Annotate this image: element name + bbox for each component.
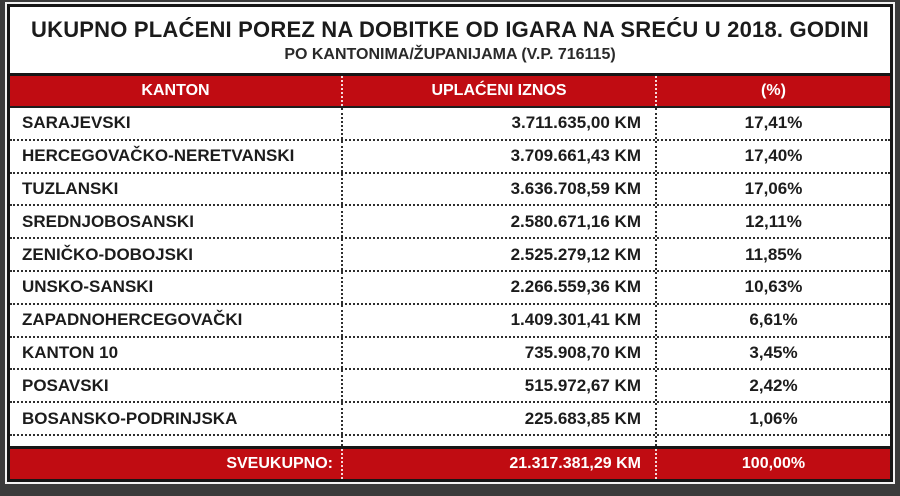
amount-cell: 225.683,85 KM — [343, 403, 657, 434]
title-block: UKUPNO PLAĆENI POREZ NA DOBITKE OD IGARA… — [10, 7, 890, 76]
percent-cell: 6,61% — [749, 310, 798, 330]
table-body: SARAJEVSKI 3.711.635,00 KM 17,41% HERCEG… — [10, 108, 890, 436]
kanton-cell: TUZLANSKI — [10, 173, 343, 205]
amount-cell: 2.580.671,16 KM — [343, 206, 657, 238]
tax-table-frame: UKUPNO PLAĆENI POREZ NA DOBITKE OD IGARA… — [7, 4, 893, 482]
percent-cell: 17,41% — [744, 113, 803, 133]
percent-cell: 2,42% — [749, 375, 798, 395]
table-row: UNSKO-SANSKI 2.266.559,36 KM 10,63% — [10, 271, 890, 305]
percent-cell: 3,45% — [749, 342, 798, 362]
total-percent: 100,00% — [741, 455, 806, 472]
table-header-row: KANTON UPLAĆENI IZNOS (%) — [10, 76, 890, 108]
kanton-cell: SREDNJOBOSANSKI — [10, 206, 343, 238]
kanton-cell: SARAJEVSKI — [10, 108, 343, 139]
total-row: SVEUKUPNO: 21.317.381,29 KM 100,00% — [10, 446, 890, 479]
amount-cell: 2.525.279,12 KM — [343, 239, 657, 270]
total-amount: 21.317.381,29 KM — [343, 449, 657, 479]
kanton-cell: ZAPADNOHERCEGOVAČKI — [10, 304, 343, 336]
kanton-cell: KANTON 10 — [10, 337, 343, 369]
table-row: ZENIČKO-DOBOJSKI 2.525.279,12 KM 11,85% — [10, 239, 890, 272]
percent-cell: 12,11% — [745, 211, 802, 231]
percent-cell: 1,06% — [749, 408, 798, 428]
kanton-cell: HERCEGOVAČKO-NERETVANSKI — [10, 140, 343, 172]
percent-cell: 11,85% — [745, 244, 802, 264]
amount-cell: 3.709.661,43 KM — [343, 140, 657, 172]
kanton-cell: ZENIČKO-DOBOJSKI — [10, 239, 343, 270]
amount-cell: 515.972,67 KM — [343, 370, 657, 402]
table-subtitle: PO KANTONIMA/ŽUPANIJAMA (V.P. 716115) — [284, 45, 616, 63]
table-row: TUZLANSKI 3.636.708,59 KM 17,06% — [10, 173, 890, 207]
amount-cell: 3.636.708,59 KM — [343, 173, 657, 205]
column-header-percent: (%) — [761, 82, 786, 99]
amount-cell: 3.711.635,00 KM — [343, 108, 657, 139]
kanton-cell: UNSKO-SANSKI — [10, 271, 343, 303]
table-row: ZAPADNOHERCEGOVAČKI 1.409.301,41 KM 6,61… — [10, 304, 890, 338]
percent-cell: 17,06% — [744, 178, 803, 198]
amount-cell: 735.908,70 KM — [343, 337, 657, 369]
table-row: SREDNJOBOSANSKI 2.580.671,16 KM 12,11% — [10, 206, 890, 240]
table-footer-gap — [10, 436, 890, 446]
table-row: POSAVSKI 515.972,67 KM 2,42% — [10, 370, 890, 404]
percent-cell: 17,40% — [744, 146, 803, 166]
table-row: HERCEGOVAČKO-NERETVANSKI 3.709.661,43 KM… — [10, 140, 890, 174]
total-label: SVEUKUPNO: — [10, 449, 343, 479]
column-header-kanton: KANTON — [10, 76, 343, 106]
column-header-uplaceni-iznos: UPLAĆENI IZNOS — [343, 76, 657, 106]
table-title: UKUPNO PLAĆENI POREZ NA DOBITKE OD IGARA… — [31, 16, 869, 42]
kanton-cell: BOSANSKO-PODRINJSKA — [10, 403, 343, 434]
percent-cell: 10,63% — [744, 277, 803, 297]
table-row: KANTON 10 735.908,70 KM 3,45% — [10, 337, 890, 371]
table-row: BOSANSKO-PODRINJSKA 225.683,85 KM 1,06% — [10, 403, 890, 436]
amount-cell: 1.409.301,41 KM — [343, 304, 657, 336]
amount-cell: 2.266.559,36 KM — [343, 271, 657, 303]
kanton-cell: POSAVSKI — [10, 370, 343, 402]
table-row: SARAJEVSKI 3.711.635,00 KM 17,41% — [10, 108, 890, 141]
